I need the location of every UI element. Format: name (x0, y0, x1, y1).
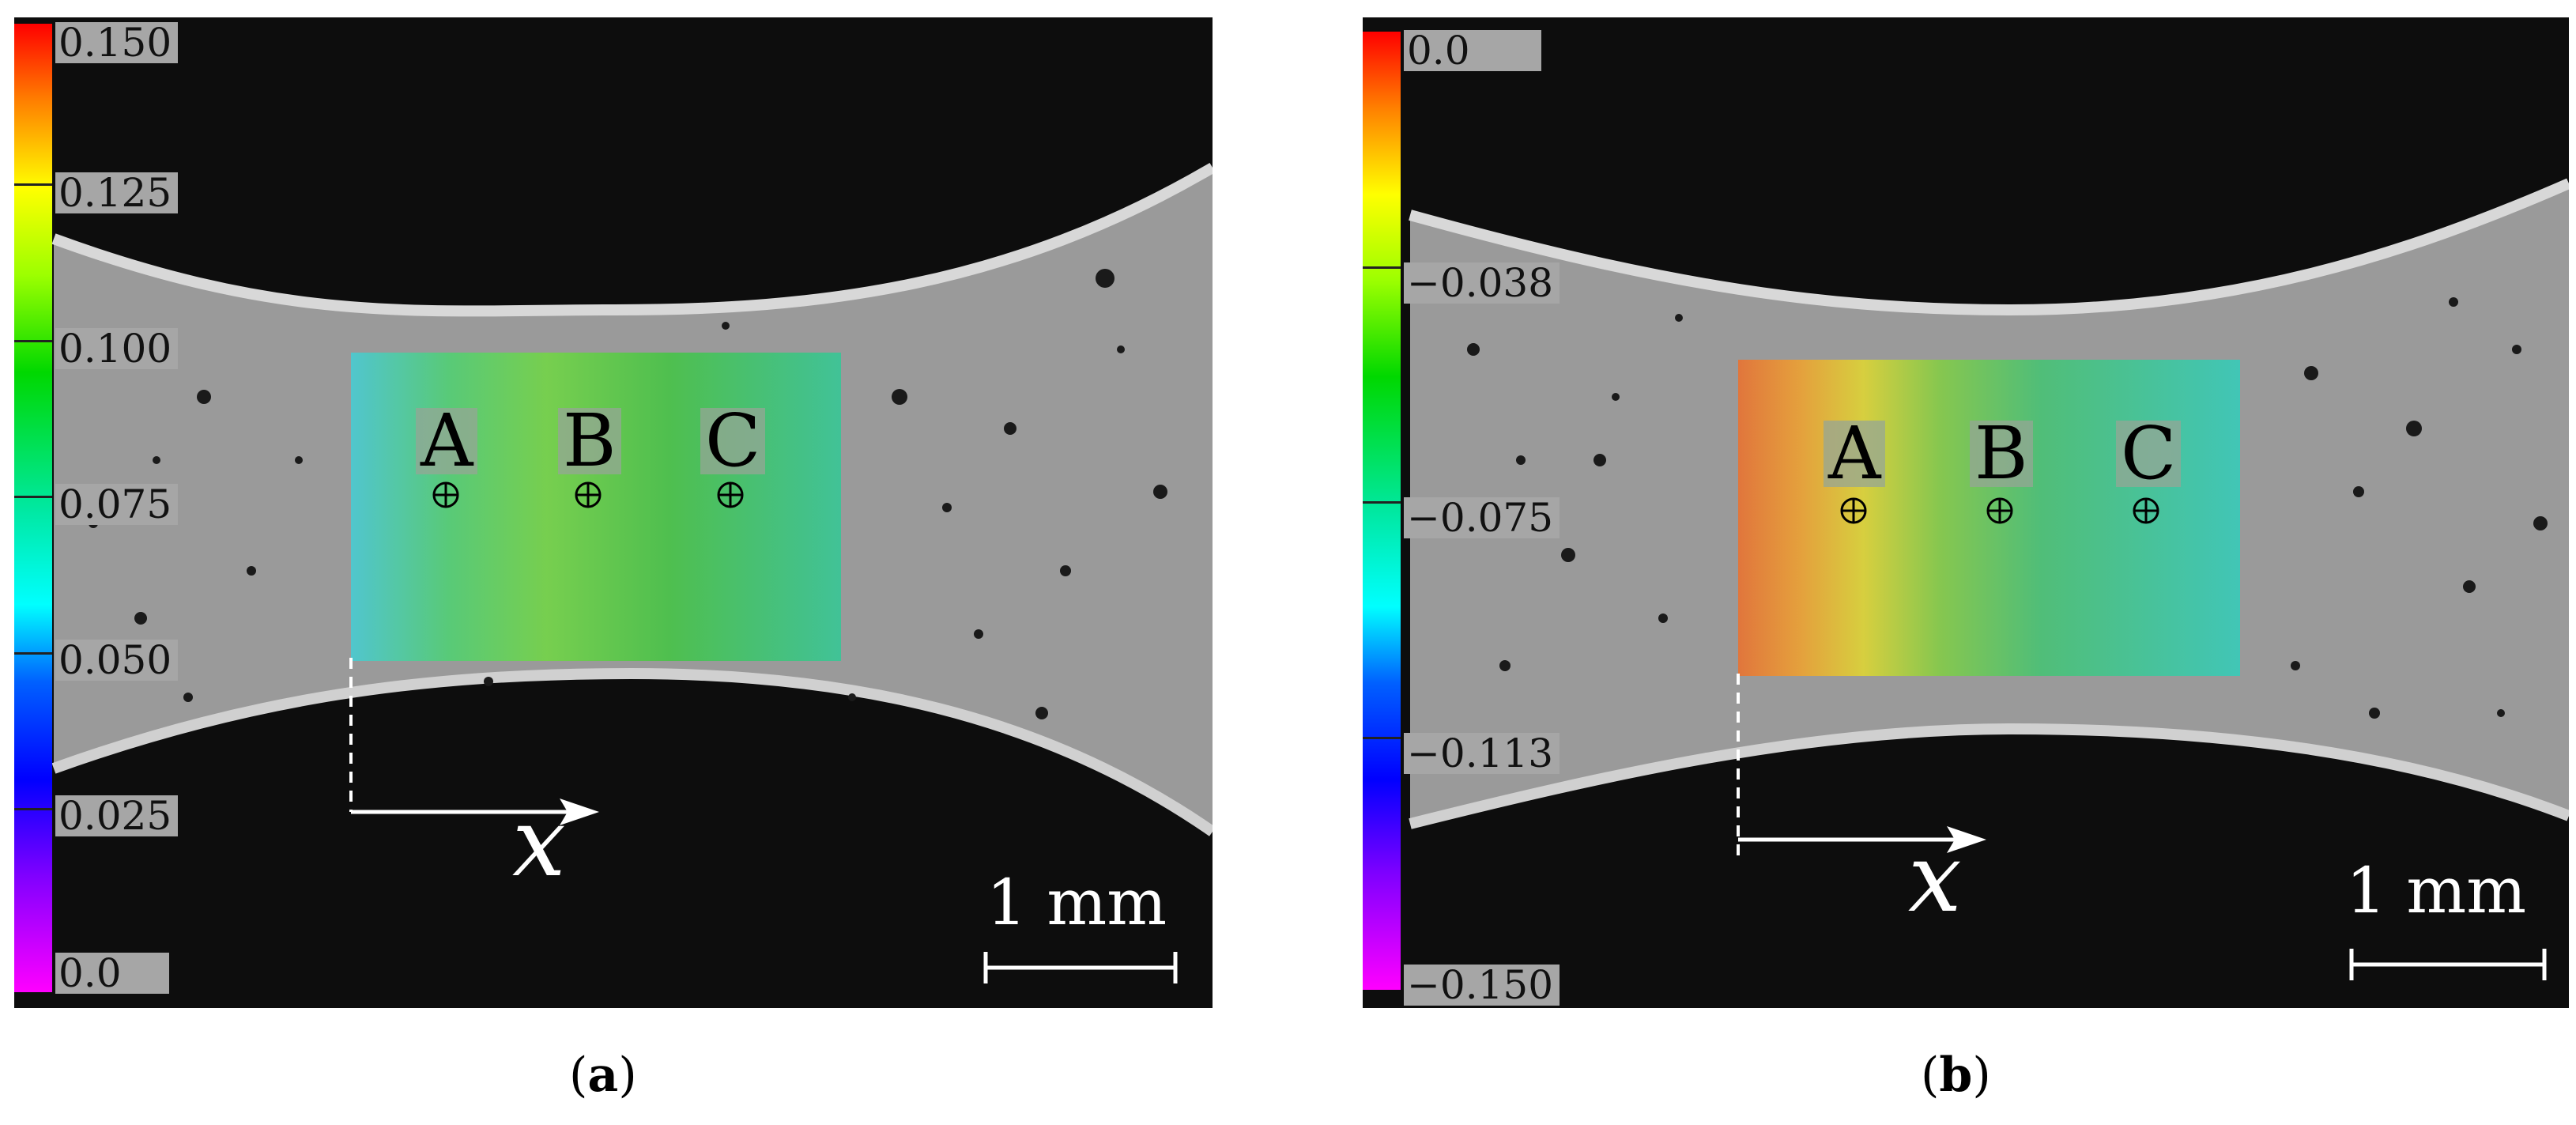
point-label-c: C (2116, 417, 2182, 490)
caption-open: ( (569, 1048, 588, 1103)
colorbar-tick-label: 0.125 (55, 172, 179, 213)
point-label-b: B (558, 405, 621, 478)
x-axis-arrow-icon (349, 658, 599, 825)
colorbar-tick-mark (14, 183, 52, 186)
crosshair-marker-icon (1840, 497, 1867, 524)
x-axis-arrow-icon (1737, 674, 1986, 863)
colorbar-tick-mark (14, 808, 52, 810)
colorbar-tick-label: −0.113 (1404, 733, 1560, 774)
caption-a: (a) (569, 1048, 637, 1103)
scale-bar (2349, 949, 2547, 980)
scale-bar-label: 1 mm (2346, 854, 2527, 927)
caption-b: (b) (1921, 1048, 1991, 1103)
caption-open: ( (1921, 1048, 1940, 1103)
panel-b-image: 0.0 −0.038 −0.075 −0.113 −0.150 A B C x … (1363, 17, 2569, 1008)
colorbar-tick-label: 0.0 (55, 953, 169, 994)
colorbar-tick-mark (1363, 501, 1401, 504)
panel-a-image: 0.150 0.125 0.100 0.075 0.050 0.025 0.0 … (14, 17, 1213, 1008)
point-label-a: A (416, 405, 478, 478)
colorbar (14, 24, 52, 992)
colorbar-tick-label: 0.150 (55, 22, 179, 63)
colorbar (1363, 32, 1401, 990)
colorbar-tick-label: 0.0 (1404, 30, 1541, 71)
crosshair-marker-icon (432, 481, 459, 508)
point-label-c: C (700, 405, 766, 478)
caption-close: ) (1972, 1048, 1991, 1103)
colorbar-tick-mark (14, 496, 52, 498)
colorbar-tick-label: 0.075 (55, 484, 179, 525)
point-label-b: B (1970, 417, 2033, 490)
colorbar-tick-label: 0.050 (55, 640, 179, 681)
strain-field-overlay (351, 353, 841, 661)
colorbar-tick-mark (14, 652, 52, 655)
colorbar-tick-label: −0.038 (1404, 262, 1560, 304)
point-label-a: A (1824, 417, 1886, 490)
speckle-dots (1453, 297, 2548, 750)
x-axis-label: x (512, 788, 566, 898)
colorbar-tick-label: −0.075 (1404, 497, 1560, 538)
scale-bar-label: 1 mm (986, 866, 1167, 939)
crosshair-marker-icon (717, 481, 744, 508)
colorbar-tick-mark (14, 340, 52, 342)
colorbar-tick-label: −0.150 (1404, 965, 1560, 1006)
colorbar-tick-mark (1363, 737, 1401, 739)
crosshair-marker-icon (2133, 497, 2159, 524)
caption-close: ) (618, 1048, 637, 1103)
scale-bar (983, 952, 1178, 983)
colorbar-tick-label: 0.025 (55, 795, 179, 836)
crosshair-marker-icon (1986, 497, 2013, 524)
x-axis-label: x (1908, 824, 1962, 934)
caption-letter: b (1939, 1048, 1973, 1103)
caption-letter: a (587, 1048, 619, 1103)
crosshair-marker-icon (575, 481, 602, 508)
colorbar-tick-label: 0.100 (55, 328, 179, 369)
colorbar-tick-mark (1363, 266, 1401, 269)
